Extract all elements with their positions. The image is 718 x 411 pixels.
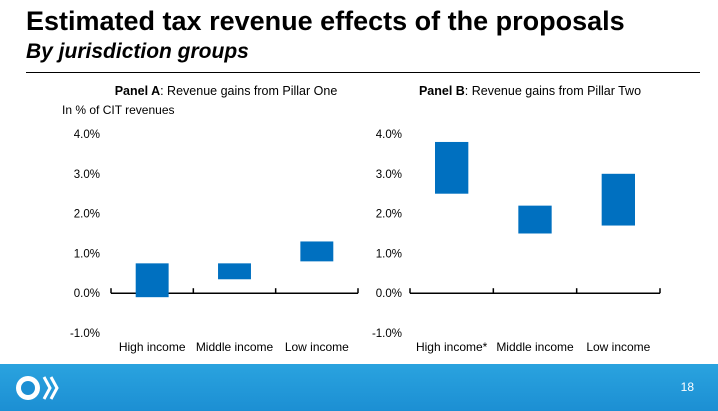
panel-a-ylabel: In % of CIT revenues	[62, 103, 175, 117]
panel-b-ytick: 2.0%	[376, 209, 402, 221]
panel-b-ytick: 1.0%	[376, 248, 402, 260]
panel-a-ytick: 2.0%	[74, 209, 100, 221]
panel-a-title-bold: Panel A	[115, 84, 160, 98]
panel-b-title-bold: Panel B	[419, 84, 465, 98]
panel-b-ytick: 4.0%	[376, 129, 402, 141]
panel-a-ytick: 1.0%	[74, 248, 100, 260]
panel-a-title: Panel A: Revenue gains from Pillar One	[115, 84, 338, 98]
panel-b-category-label: Middle income	[496, 340, 574, 354]
panel-b-bar	[435, 141, 469, 194]
panel-a-ytick: 4.0%	[74, 129, 100, 141]
panel-b-bar	[601, 173, 635, 226]
panel-b-bar	[518, 205, 552, 234]
panel-a-bar	[218, 263, 251, 280]
panel-b-title: Panel B: Revenue gains from Pillar Two	[419, 84, 641, 98]
panel-b-ytick: -1.0%	[372, 328, 402, 340]
title-divider	[26, 72, 700, 73]
panel-a-ytick: 0.0%	[74, 288, 100, 300]
panel-b-title-rest: : Revenue gains from Pillar Two	[465, 84, 641, 98]
charts-canvas: Panel A: Revenue gains from Pillar One In…	[62, 84, 661, 354]
panel-b-ytick: 3.0%	[376, 169, 402, 181]
slide-title: Estimated tax revenue effects of the pro…	[26, 6, 625, 36]
panel-a-category-label: Low income	[285, 340, 349, 354]
page-number: 18	[680, 380, 694, 394]
panel-a-category-label: High income	[119, 340, 186, 354]
panel-a-ytick: 3.0%	[74, 169, 100, 181]
panel-b-category-label: High income*	[416, 340, 488, 354]
panel-a-title-rest: : Revenue gains from Pillar One	[160, 84, 337, 98]
slide-footer: 18	[0, 364, 718, 411]
panel-a-ytick: -1.0%	[70, 328, 100, 340]
panel-a-category-label: Middle income	[196, 340, 274, 354]
slide-subtitle: By jurisdiction groups	[26, 40, 249, 63]
panel-a-bar	[300, 241, 334, 262]
panel-a-bar	[135, 263, 169, 298]
panel-b-category-label: Low income	[586, 340, 650, 354]
oecd-logo-icon	[16, 376, 59, 400]
panel-b-ytick: 0.0%	[376, 288, 402, 300]
